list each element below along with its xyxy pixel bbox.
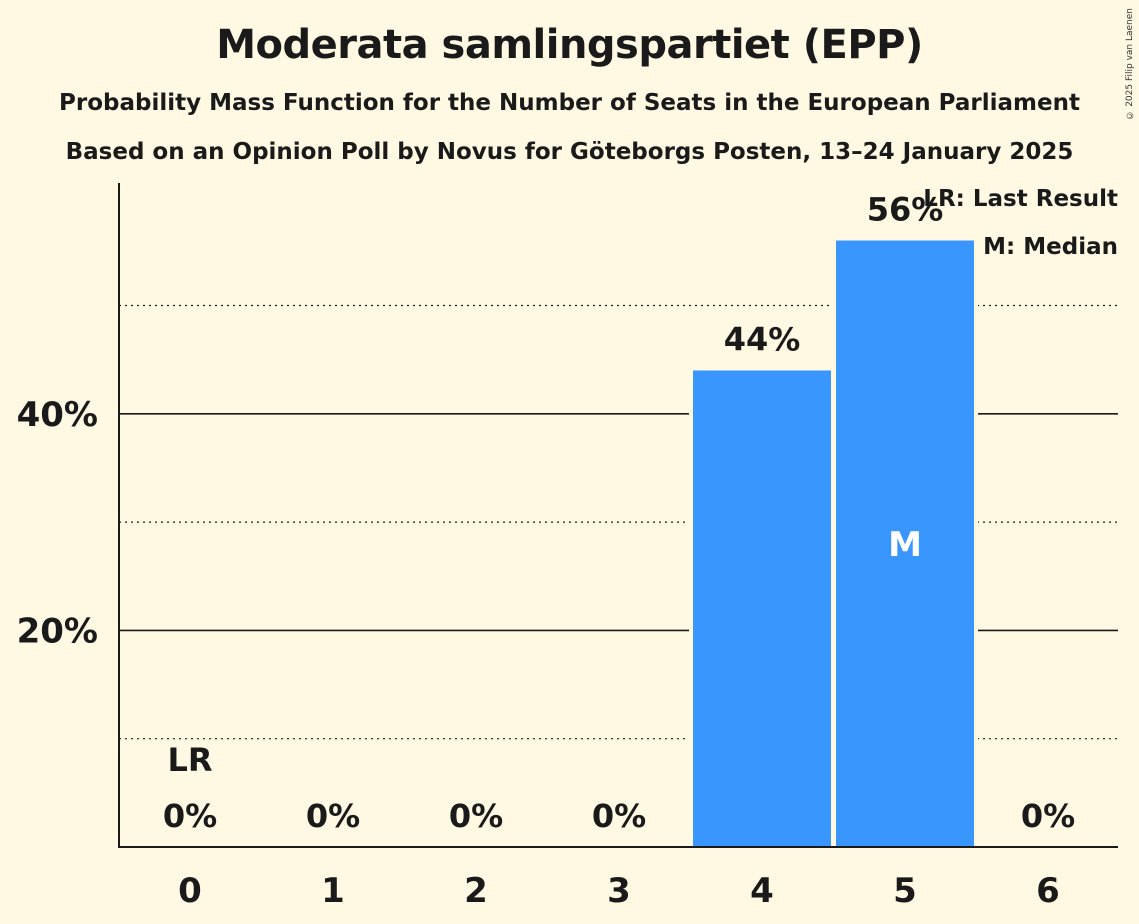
value-label: 0%: [449, 797, 503, 835]
x-tick-label: 3: [607, 871, 631, 911]
legend-median: M: Median: [983, 234, 1118, 260]
x-tick-label: 6: [1036, 871, 1060, 911]
chart-subtitle: Probability Mass Function for the Number…: [59, 90, 1080, 116]
axes: [118, 183, 1118, 848]
value-label: 56%: [867, 191, 944, 229]
x-tick-label: 5: [893, 871, 917, 911]
chart-source: Based on an Opinion Poll by Novus for Gö…: [65, 139, 1074, 165]
value-label: 0%: [592, 797, 646, 835]
value-label: 0%: [163, 797, 217, 835]
value-label: 0%: [1021, 797, 1075, 835]
bar-5: [836, 240, 974, 847]
y-tick-label: 20%: [17, 611, 98, 651]
value-label: 0%: [306, 797, 360, 835]
legend-last-result: LR: Last Result: [923, 186, 1118, 212]
median-marker: M: [888, 525, 922, 565]
bar-4: [693, 370, 831, 847]
chart-title: Moderata samlingspartiet (EPP): [216, 22, 923, 68]
x-tick-label: 2: [464, 871, 488, 911]
last-result-marker: LR: [167, 741, 212, 779]
x-tick-label: 1: [321, 871, 345, 911]
x-tick-label: 0: [178, 871, 202, 911]
value-label: 44%: [724, 320, 801, 358]
y-tick-label: 40%: [17, 395, 98, 435]
bars: [689, 237, 978, 847]
x-tick-label: 4: [750, 871, 774, 911]
labels: 20% 40% 0 1 2 3 4 5 6 0% 0% 0% 0% 44% 56% 0% LR M: [17, 191, 1076, 911]
